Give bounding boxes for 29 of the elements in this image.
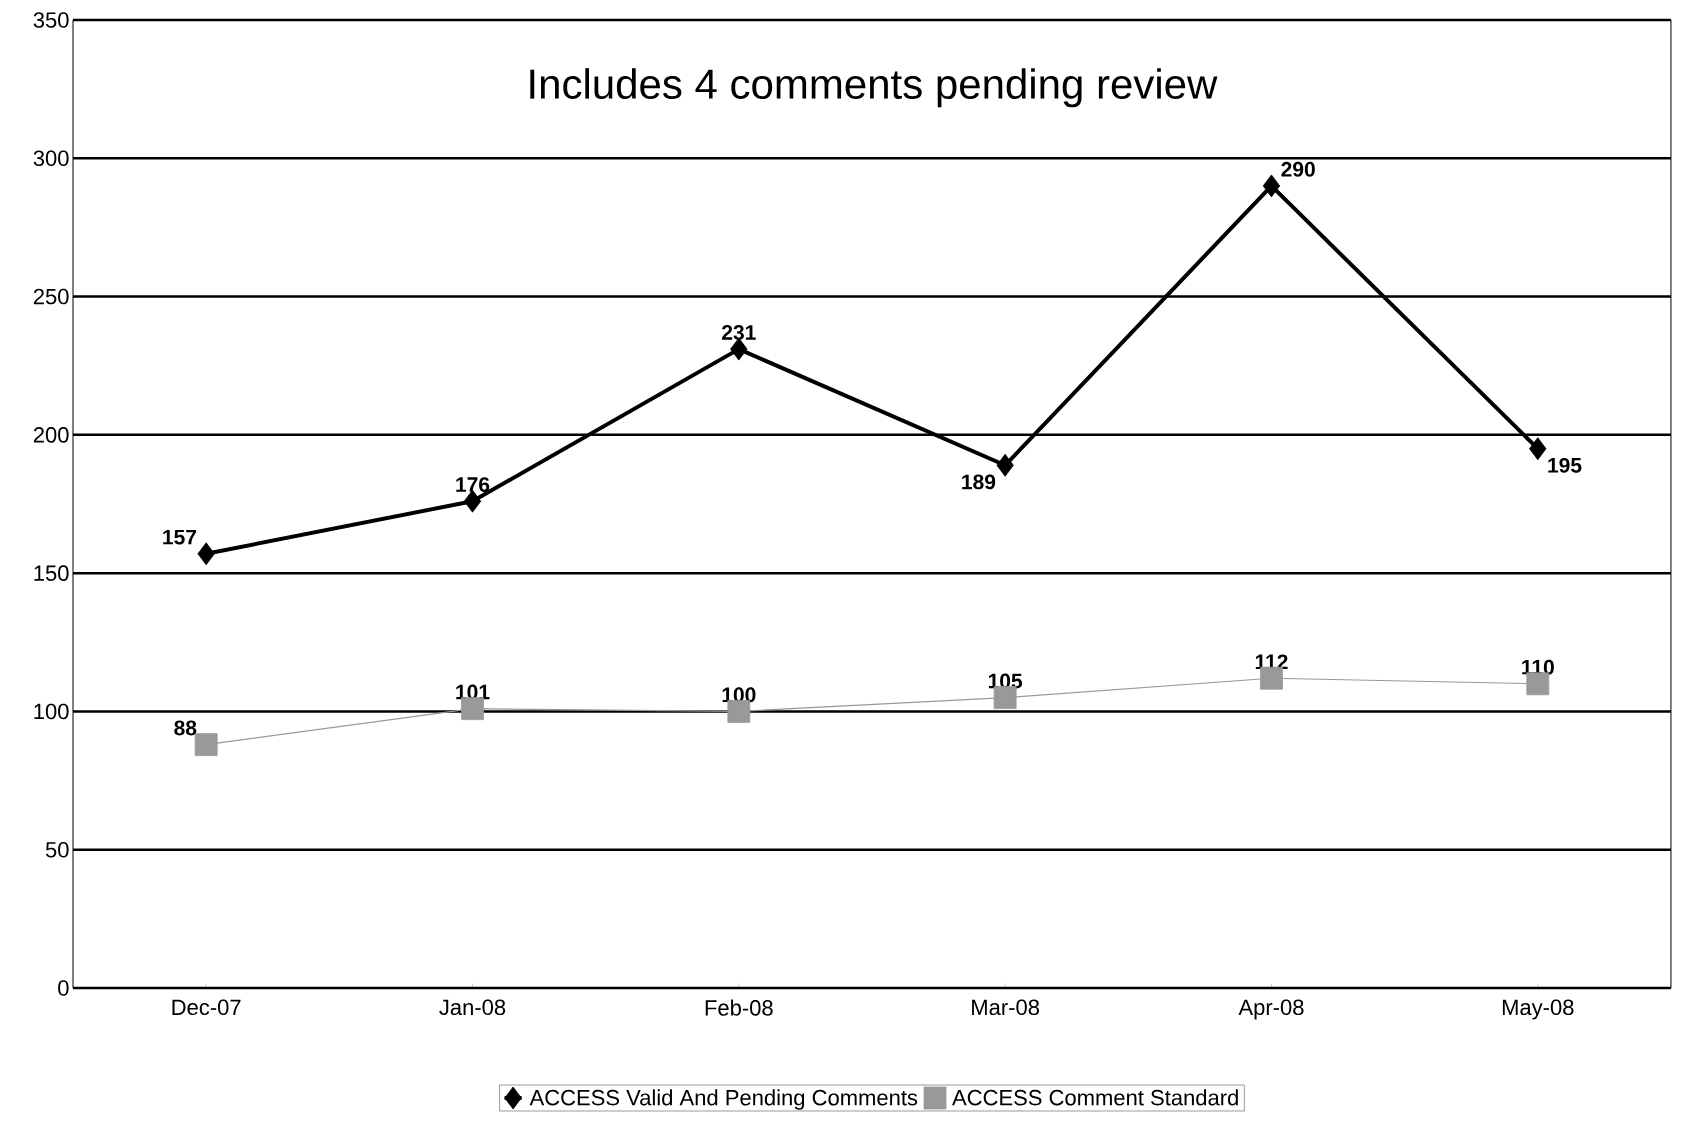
point (1262, 174, 1281, 198)
y-tick-label: 250 (33, 288, 69, 305)
point (1529, 437, 1547, 461)
point (996, 453, 1014, 477)
y-tick-label: 100 (34, 703, 69, 720)
annotation: Includes 4 comments pending review (530, 68, 1218, 108)
y-tick-label: 350 (33, 12, 69, 28)
x-tick-label: Feb-08 (705, 999, 773, 1016)
x-tick-label: Dec-07 (172, 999, 241, 1016)
x-tick-label: Apr-08 (1238, 999, 1304, 1020)
y-tick-label: 150 (34, 565, 69, 581)
point (197, 542, 215, 566)
data-label: 100 (722, 687, 756, 703)
x-tick-label: Jan-08 (439, 999, 506, 1016)
y-tick-label: 0 (58, 980, 69, 996)
data-label: 231 (722, 325, 756, 340)
data-label: 157 (163, 529, 197, 545)
x-tick-label: Mar-08 (972, 999, 1040, 1016)
data-label: 195 (1548, 457, 1582, 473)
legend-label: ACCESS Valid And Pending Comments (529, 1089, 918, 1110)
legend-label: ACCESS Comment Standard (952, 1089, 1238, 1106)
data-label: 176 (456, 477, 490, 493)
x-tick-label: May-08 (1502, 999, 1574, 1020)
data-label: 290 (1281, 161, 1315, 177)
data-label: 88 (174, 720, 197, 736)
data-label: 189 (962, 474, 996, 490)
y-tick-label: 200 (33, 427, 69, 443)
y-tick-label: 50 (45, 841, 69, 858)
y-tick-label: 300 (33, 150, 69, 167)
